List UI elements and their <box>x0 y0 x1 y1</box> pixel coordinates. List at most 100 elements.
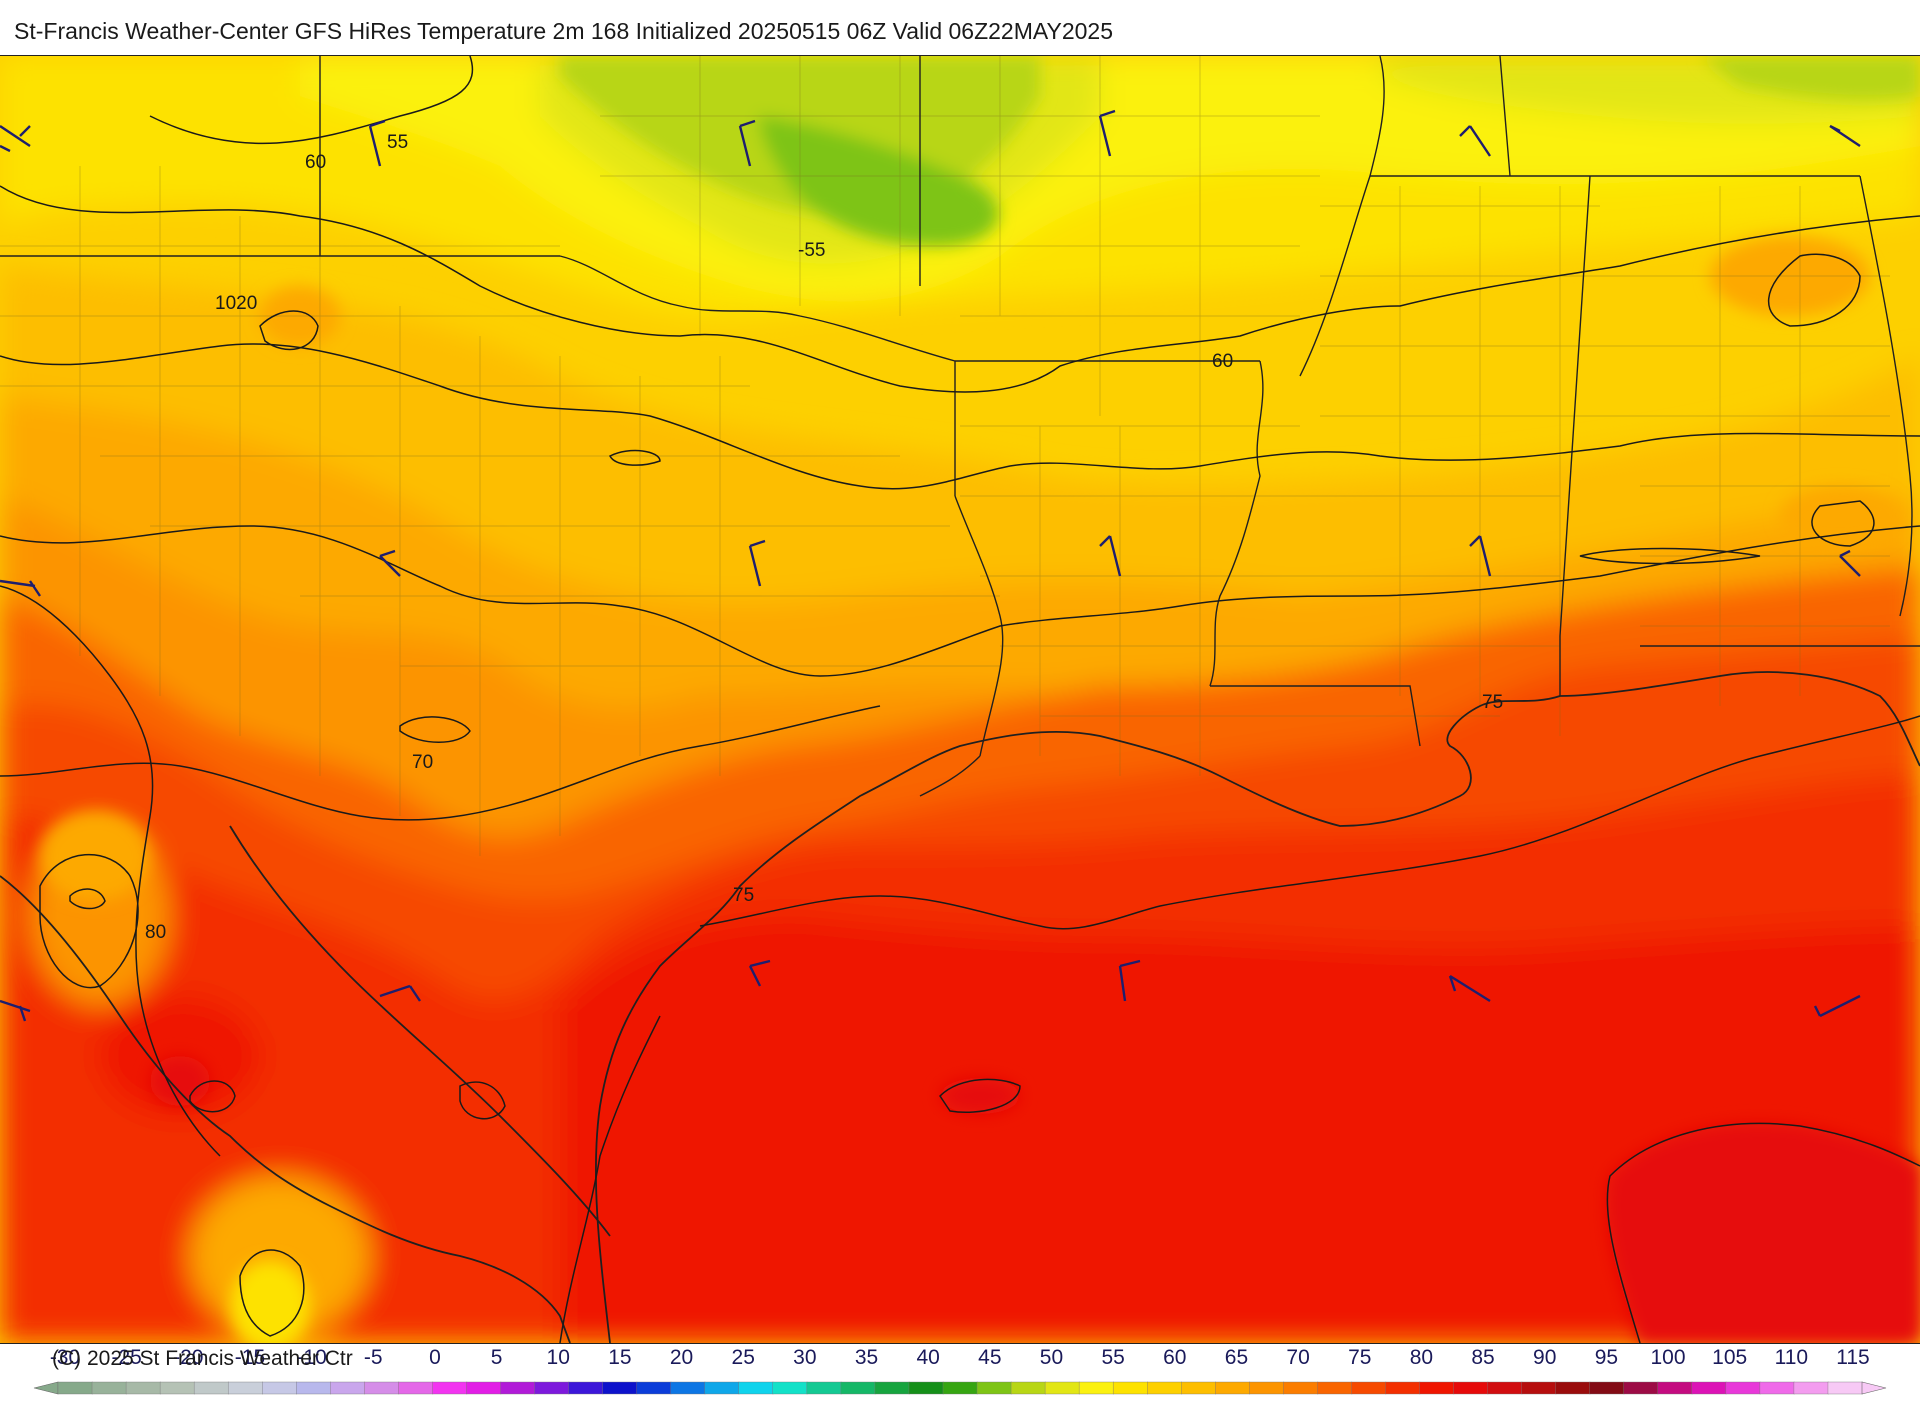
colorbar-tick-label: 75 <box>1348 1346 1371 1369</box>
colorbar-swatch <box>1283 1381 1319 1395</box>
colorbar-swatch <box>1078 1381 1114 1395</box>
colorbar-swatch <box>296 1381 332 1395</box>
colorbar-tick-label: 105 <box>1712 1346 1747 1369</box>
colorbar-tick-label: 15 <box>608 1346 631 1369</box>
colorbar-swatch <box>57 1381 93 1395</box>
colorbar-swatch <box>1249 1381 1285 1395</box>
colorbar-tick-label: 115 <box>1836 1346 1869 1369</box>
colorbar-tick-label: 65 <box>1225 1346 1248 1369</box>
colorbar-swatch <box>636 1381 672 1395</box>
colorbar-swatch <box>874 1381 910 1395</box>
contour-label-55-central: -55 <box>798 240 825 261</box>
colorbar-swatch <box>942 1381 978 1395</box>
contour-label-55: 55 <box>387 132 408 153</box>
colorbar-swatch <box>568 1381 604 1395</box>
temperature-map: 55 60 -55 1020 60 70 80 75 75 <box>0 55 1920 1344</box>
colorbar-tick-label: 30 <box>793 1346 816 1369</box>
wind-barb <box>1829 124 1861 147</box>
colorbar-swatch <box>398 1381 434 1395</box>
colorbar-tick-label: 0 <box>429 1346 441 1369</box>
wind-barb <box>0 999 31 1022</box>
colorbar-swatch <box>364 1381 400 1395</box>
colorbar-swatch <box>1351 1381 1387 1395</box>
colorbar-swatch <box>262 1381 297 1395</box>
colorbar-right-arrow <box>1861 1381 1887 1395</box>
wind-barb <box>368 119 386 167</box>
temperature-field <box>0 56 1920 1343</box>
colorbar-tick-label: 110 <box>1775 1346 1808 1369</box>
colorbar-swatch <box>159 1381 195 1395</box>
wind-barbs <box>0 109 1861 1022</box>
colorbar-tick-label: 35 <box>855 1346 878 1369</box>
colorbar-tick-label: 85 <box>1471 1346 1494 1369</box>
county-lines <box>0 56 1890 856</box>
wind-barb <box>1118 959 1141 1002</box>
wind-barb <box>0 125 31 153</box>
colorbar-swatch <box>1453 1381 1489 1395</box>
colorbar-tick-label: -30 <box>50 1346 80 1369</box>
contour-labels: 55 60 -55 1020 60 70 80 75 75 <box>145 132 1503 943</box>
colorbar-swatch <box>908 1381 944 1395</box>
colorbar-left-arrow <box>33 1381 59 1395</box>
colorbar-swatch <box>432 1381 468 1395</box>
wind-barb <box>1813 994 1861 1018</box>
colorbar-tick-label: -20 <box>173 1346 203 1369</box>
colorbar-swatch <box>1181 1381 1216 1395</box>
colorbar-swatch <box>704 1381 740 1395</box>
wind-barb <box>748 959 771 987</box>
colorbar-swatch <box>193 1381 229 1395</box>
colorbar-swatch <box>806 1381 842 1395</box>
colorbar-swatch <box>1657 1381 1693 1395</box>
colorbar-swatches <box>33 1381 1887 1395</box>
colorbar-swatch <box>1759 1381 1795 1395</box>
colorbar-swatch <box>772 1381 808 1395</box>
colorbar-swatch <box>1147 1381 1182 1395</box>
colorbar-swatch <box>91 1381 127 1395</box>
contour-label-75-east: 75 <box>1482 692 1503 713</box>
wind-barb <box>748 539 766 587</box>
colorbar-swatch <box>1385 1381 1421 1395</box>
colorbar-tick-label: 95 <box>1595 1346 1618 1369</box>
wind-barb <box>379 984 421 1002</box>
colorbar-swatch <box>227 1381 263 1395</box>
coastline <box>0 671 1920 1343</box>
colorbar-tick-label: -10 <box>296 1346 326 1369</box>
wind-barb <box>1099 535 1122 577</box>
colorbar-tick-label: 60 <box>1163 1346 1186 1369</box>
colorbar-swatch <box>330 1381 366 1395</box>
colorbar-tick-label: -15 <box>235 1346 265 1369</box>
colorbar-swatch <box>1215 1381 1251 1395</box>
colorbar-swatch <box>1623 1381 1659 1395</box>
colorbar-swatch <box>738 1381 774 1395</box>
colorbar-swatch <box>1521 1381 1557 1395</box>
colorbar-swatch <box>125 1381 161 1395</box>
colorbar-tick-label: -25 <box>111 1346 141 1369</box>
contour-label-60: 60 <box>305 152 326 173</box>
contour-label-75-coast: 75 <box>733 885 754 906</box>
colorbar-tick-label: 40 <box>916 1346 939 1369</box>
colorbar-tick-label: 10 <box>547 1346 570 1369</box>
contour-label-60-central: 60 <box>1212 351 1233 372</box>
colorbar-tick-label: 80 <box>1410 1346 1433 1369</box>
colorbar-tick-label: 50 <box>1040 1346 1063 1369</box>
colorbar-tick-label: 5 <box>491 1346 503 1369</box>
colorbar-tick-labels: -30 -25 -20 -15 -10 -5 0 5 10 15 20 25 30 35 40 45 50 55 6… <box>50 1346 1870 1369</box>
colorbar-swatch <box>1589 1381 1625 1395</box>
colorbar-tick-label: 70 <box>1286 1346 1309 1369</box>
colorbar-swatch <box>1793 1381 1829 1395</box>
colorbar-swatch <box>1691 1381 1727 1395</box>
wind-barb <box>1448 974 1491 1003</box>
wind-barb <box>379 549 401 577</box>
copyright-notice: (C) 2025 St Francis Weather Ctr <box>52 1347 353 1370</box>
wind-barb <box>1469 535 1492 577</box>
colorbar-swatch <box>670 1381 706 1395</box>
colorbar-swatch <box>466 1381 502 1395</box>
colorbar-tick-label: 20 <box>670 1346 693 1369</box>
contour-label-70: 70 <box>412 752 433 773</box>
colorbar-swatch <box>1044 1381 1080 1395</box>
colorbar-tick-label: -5 <box>364 1346 383 1369</box>
contour-label-1020: 1020 <box>215 293 257 314</box>
wind-barb <box>0 579 41 597</box>
colorbar-swatch <box>1725 1381 1761 1395</box>
state-borders <box>0 56 1920 797</box>
